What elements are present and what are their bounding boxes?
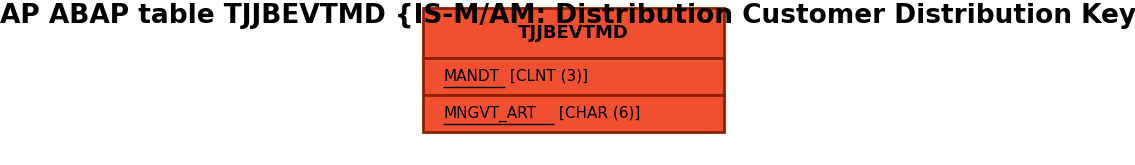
Text: MANDT: MANDT [444, 69, 499, 84]
FancyBboxPatch shape [423, 58, 724, 95]
Text: TJJBEVTMD: TJJBEVTMD [518, 24, 629, 42]
Text: SAP ABAP table TJJBEVTMD {IS-M/AM: Distribution Customer Distribution Key}: SAP ABAP table TJJBEVTMD {IS-M/AM: Distr… [0, 3, 1135, 29]
Text: [CHAR (6)]: [CHAR (6)] [554, 106, 640, 121]
FancyBboxPatch shape [423, 8, 724, 58]
FancyBboxPatch shape [423, 95, 724, 132]
Text: [CLNT (3)]: [CLNT (3)] [504, 69, 588, 84]
Text: MNGVT_ART: MNGVT_ART [444, 105, 536, 122]
